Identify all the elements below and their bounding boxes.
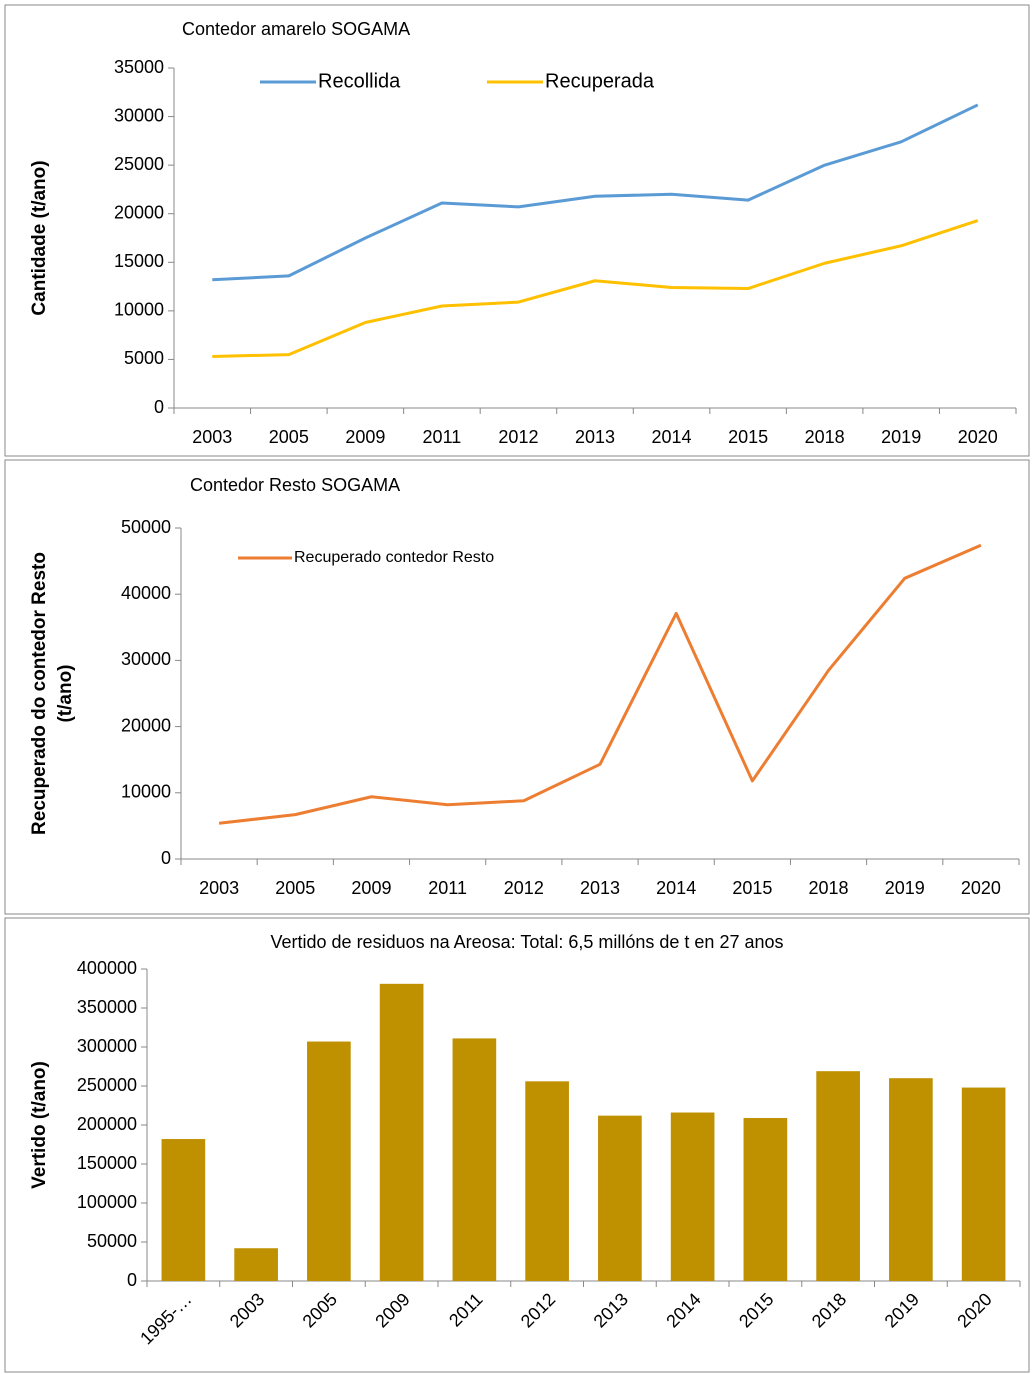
chart-title: Vertido de residuos na Areosa: Total: 6,… bbox=[271, 932, 784, 952]
bar bbox=[670, 1112, 715, 1281]
y-tick-label: 50000 bbox=[121, 517, 171, 537]
bar bbox=[379, 983, 424, 1281]
x-tick-label: 2003 bbox=[192, 427, 232, 447]
y-tick-label: 0 bbox=[127, 1270, 137, 1290]
bar bbox=[307, 1041, 351, 1281]
y-tick-label: 30000 bbox=[114, 105, 164, 125]
y-axis-label: Cantidade (t/ano) bbox=[29, 160, 50, 315]
line bbox=[212, 219, 979, 359]
x-tick-label: 2020 bbox=[961, 878, 1001, 898]
x-tick-label: 2013 bbox=[575, 427, 615, 447]
x-tick-label: 2015 bbox=[735, 1289, 777, 1331]
bar bbox=[525, 1081, 569, 1281]
bar bbox=[234, 1248, 278, 1281]
x-tick-label: 2014 bbox=[652, 427, 692, 447]
x-tick-label: 2005 bbox=[299, 1289, 341, 1331]
x-tick-label: 2009 bbox=[371, 1289, 413, 1331]
x-tick-label: 2020 bbox=[958, 427, 998, 447]
x-tick-label: 2009 bbox=[351, 878, 391, 898]
x-tick-label: 2013 bbox=[590, 1289, 632, 1331]
bar bbox=[816, 1071, 860, 1281]
y-tick-label: 200000 bbox=[77, 1114, 137, 1134]
bar bbox=[889, 1078, 933, 1281]
x-tick-label: 2003 bbox=[226, 1289, 268, 1331]
frame bbox=[4, 917, 1030, 1373]
y-axis-label: (t/ano) bbox=[55, 664, 76, 722]
bar bbox=[961, 1087, 1006, 1281]
bar bbox=[161, 1139, 206, 1281]
x-tick-label: 2005 bbox=[275, 878, 315, 898]
line bbox=[212, 103, 979, 282]
chart-title: Contedor Resto SOGAMA bbox=[190, 475, 400, 495]
y-tick-label: 100000 bbox=[77, 1192, 137, 1212]
frame bbox=[4, 459, 1030, 915]
x-tick-label: 2012 bbox=[517, 1289, 559, 1331]
x-tick-label: 2009 bbox=[345, 427, 385, 447]
x-tick-label: 2014 bbox=[656, 878, 696, 898]
y-tick-label: 25000 bbox=[114, 154, 164, 174]
y-tick-label: 300000 bbox=[77, 1036, 137, 1056]
x-tick-label: 2015 bbox=[732, 878, 772, 898]
y-tick-label: 400000 bbox=[77, 958, 137, 978]
line bbox=[218, 543, 982, 825]
x-tick-label: 2018 bbox=[805, 427, 845, 447]
y-tick-label: 10000 bbox=[114, 300, 164, 320]
y-tick-label: 0 bbox=[161, 848, 171, 868]
bar bbox=[598, 1115, 642, 1281]
y-tick-label: 15000 bbox=[114, 251, 164, 271]
y-tick-label: 50000 bbox=[87, 1231, 137, 1251]
x-tick-label: 2015 bbox=[728, 427, 768, 447]
y-axis-label: Recuperado do contedor Resto bbox=[29, 552, 50, 835]
legend-label: Recuperado contedor Resto bbox=[294, 549, 494, 566]
y-tick-label: 10000 bbox=[121, 782, 171, 802]
y-tick-label: 350000 bbox=[77, 997, 137, 1017]
x-tick-label: 2011 bbox=[445, 1289, 487, 1331]
legend-label: Recuperada bbox=[545, 70, 655, 92]
x-tick-label: 2018 bbox=[808, 1289, 850, 1331]
x-tick-label: 2012 bbox=[504, 878, 544, 898]
y-tick-label: 250000 bbox=[77, 1075, 137, 1095]
x-tick-label: 2020 bbox=[953, 1289, 995, 1331]
y-tick-label: 20000 bbox=[114, 202, 164, 222]
x-tick-label: 1995-… bbox=[136, 1289, 195, 1348]
x-tick-label: 2019 bbox=[885, 878, 925, 898]
x-tick-label: 2018 bbox=[809, 878, 849, 898]
bar bbox=[452, 1038, 497, 1281]
x-tick-label: 2011 bbox=[423, 427, 462, 447]
bar bbox=[743, 1117, 788, 1281]
y-tick-label: 5000 bbox=[124, 348, 164, 368]
x-tick-label: 2011 bbox=[428, 878, 467, 898]
y-tick-label: 20000 bbox=[121, 715, 171, 735]
x-tick-label: 2019 bbox=[881, 1289, 923, 1331]
x-tick-label: 2003 bbox=[199, 878, 239, 898]
x-tick-label: 2019 bbox=[881, 427, 921, 447]
x-tick-label: 2012 bbox=[498, 427, 538, 447]
chart-title: Contedor amarelo SOGAMA bbox=[182, 19, 410, 39]
frame bbox=[4, 4, 1030, 457]
x-tick-label: 2005 bbox=[269, 427, 309, 447]
y-tick-label: 150000 bbox=[77, 1153, 137, 1173]
y-tick-label: 40000 bbox=[121, 583, 171, 603]
y-axis-label: Vertido (t/ano) bbox=[29, 1061, 50, 1189]
y-tick-label: 35000 bbox=[114, 57, 164, 77]
x-tick-label: 2013 bbox=[580, 878, 620, 898]
x-tick-label: 2014 bbox=[662, 1289, 704, 1331]
y-tick-label: 0 bbox=[154, 397, 164, 417]
legend-label: Recollida bbox=[318, 70, 401, 92]
y-tick-label: 30000 bbox=[121, 649, 171, 669]
